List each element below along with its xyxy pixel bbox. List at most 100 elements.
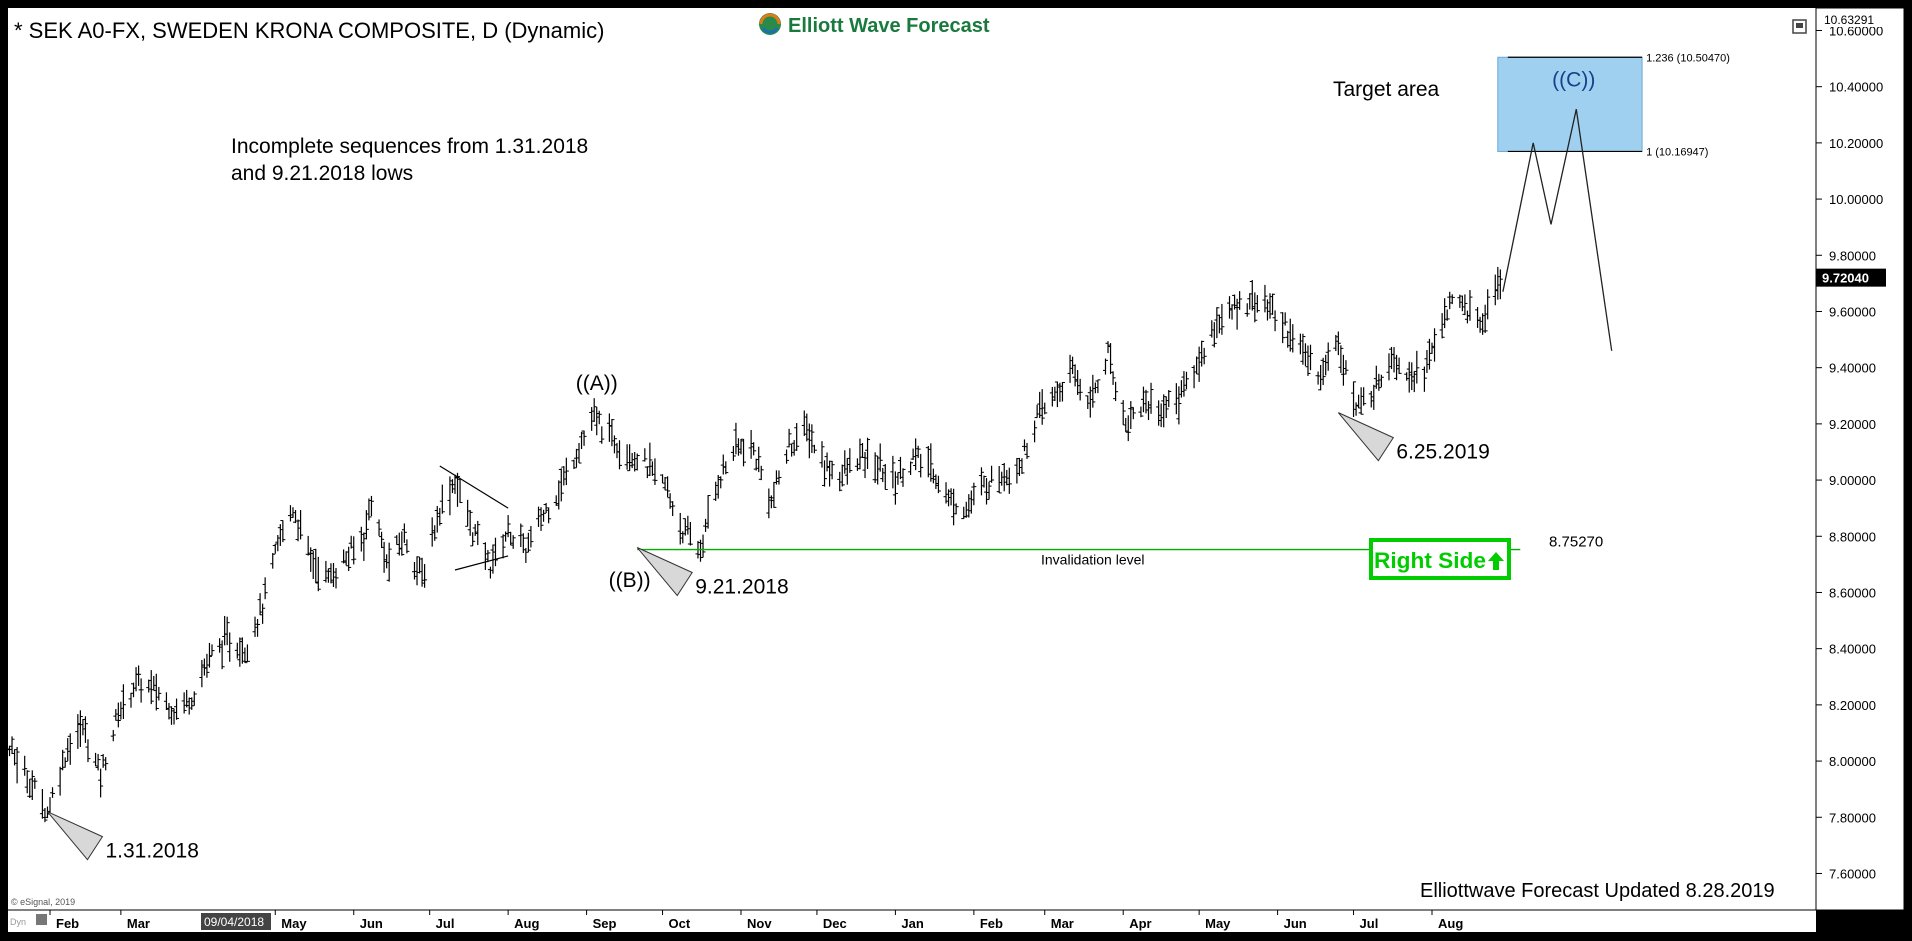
price-bar xyxy=(485,549,491,563)
price-bar xyxy=(1432,328,1438,362)
x-tick-label: Feb xyxy=(56,916,79,931)
price-bar xyxy=(971,482,977,506)
price-bar xyxy=(563,457,569,486)
price-bar xyxy=(596,410,602,425)
price-bar xyxy=(467,509,473,536)
price-bar xyxy=(1032,420,1038,443)
y-tick-label: 8.80000 xyxy=(1829,529,1876,544)
price-bar xyxy=(432,525,438,541)
price-bar xyxy=(1090,374,1096,408)
price-bar xyxy=(1421,366,1427,392)
price-bar xyxy=(756,446,762,473)
x-tick-label: Jun xyxy=(1284,916,1307,931)
pivot-marker xyxy=(1337,412,1395,462)
price-bar xyxy=(404,539,410,554)
price-bar xyxy=(136,665,142,686)
price-bar xyxy=(1102,358,1108,375)
price-bar xyxy=(60,749,66,771)
badge-text: Right Side xyxy=(1374,548,1486,573)
price-bar xyxy=(333,567,339,589)
price-bar xyxy=(204,653,210,678)
price-bar xyxy=(1444,309,1450,321)
y-tick-label: 8.20000 xyxy=(1829,698,1876,713)
price-bar xyxy=(1462,294,1468,316)
invalidation-label: Invalidation level xyxy=(1041,552,1145,568)
wave-label: ((C)) xyxy=(1552,69,1595,92)
price-bar xyxy=(95,753,101,771)
price-bar xyxy=(1042,402,1048,415)
price-bar xyxy=(67,733,73,765)
pivot-date-label: 6.25.2019 xyxy=(1396,441,1489,464)
x-tick-label: Jun xyxy=(360,916,383,931)
x-tick-label: Oct xyxy=(669,916,691,931)
price-bar xyxy=(847,448,853,473)
price-bar xyxy=(1244,303,1250,317)
price-bar xyxy=(928,443,934,482)
price-bar xyxy=(351,536,357,565)
price-bar xyxy=(776,470,782,485)
price-bar xyxy=(1199,340,1205,367)
price-bar xyxy=(138,678,144,703)
fib-level-label: 1.236 (10.50470) xyxy=(1646,52,1730,64)
price-bar xyxy=(576,442,582,464)
price-bar xyxy=(900,468,906,487)
wave-projection-path xyxy=(1502,109,1613,351)
price-bar xyxy=(591,398,597,423)
price-bar xyxy=(1308,344,1314,371)
price-bar xyxy=(1110,371,1116,385)
triangle-lower-line xyxy=(454,555,509,571)
window-restore-icon[interactable] xyxy=(1792,19,1807,34)
price-bar xyxy=(1358,387,1364,415)
price-bar xyxy=(1237,291,1243,310)
price-bar xyxy=(103,757,109,771)
price-bar xyxy=(110,729,116,742)
y-tick-label: 9.60000 xyxy=(1829,304,1876,319)
price-bar xyxy=(786,428,792,448)
price-bar xyxy=(837,471,843,492)
price-bar xyxy=(525,532,531,553)
top-price-box xyxy=(1817,12,1903,27)
price-bar xyxy=(280,520,286,543)
y-tick-label: 10.20000 xyxy=(1829,136,1883,151)
price-bar xyxy=(1214,307,1220,339)
x-tick-label: Mar xyxy=(1051,916,1074,931)
price-bar xyxy=(1335,331,1341,356)
price-bar xyxy=(935,475,941,494)
price-bar xyxy=(1181,371,1187,397)
price-bar xyxy=(439,484,445,514)
x-tick-label: Aug xyxy=(1438,916,1463,931)
price-bar xyxy=(270,553,276,569)
price-bar xyxy=(892,471,898,505)
x-tick-label: May xyxy=(1205,916,1231,931)
calendar-icon[interactable] xyxy=(36,914,47,925)
price-bar xyxy=(981,475,987,488)
price-bar xyxy=(209,644,215,657)
price-bar xyxy=(700,534,706,558)
price-bar xyxy=(1305,345,1311,376)
price-bar xyxy=(1183,371,1189,390)
price-bar xyxy=(115,702,121,728)
annotation-line-1: Incomplete sequences from 1.31.2018 xyxy=(231,135,588,158)
y-tick-label: 10.40000 xyxy=(1829,80,1883,95)
price-bar xyxy=(1262,284,1268,313)
price-bar xyxy=(518,523,524,548)
price-bar xyxy=(1270,293,1276,315)
chart-overlays: 1.236 (10.50470) 1 (10.16947) Invalidation… xyxy=(47,52,1730,863)
price-bar xyxy=(1176,386,1182,425)
price-bar xyxy=(32,777,38,789)
price-bar xyxy=(1077,378,1083,401)
price-bar xyxy=(1059,381,1065,402)
price-bar xyxy=(819,441,825,468)
price-bar xyxy=(1113,381,1119,402)
last-price-box xyxy=(1816,268,1886,287)
price-bar xyxy=(470,532,476,547)
x-tick-label: May xyxy=(281,916,307,931)
price-bar xyxy=(865,437,871,470)
y-tick-label: 8.00000 xyxy=(1829,754,1876,769)
price-bar xyxy=(244,644,250,663)
price-bar xyxy=(1163,396,1169,419)
last-price-label: 9.72040 xyxy=(1822,271,1869,286)
price-bar xyxy=(541,509,547,522)
price-bar xyxy=(262,577,268,600)
